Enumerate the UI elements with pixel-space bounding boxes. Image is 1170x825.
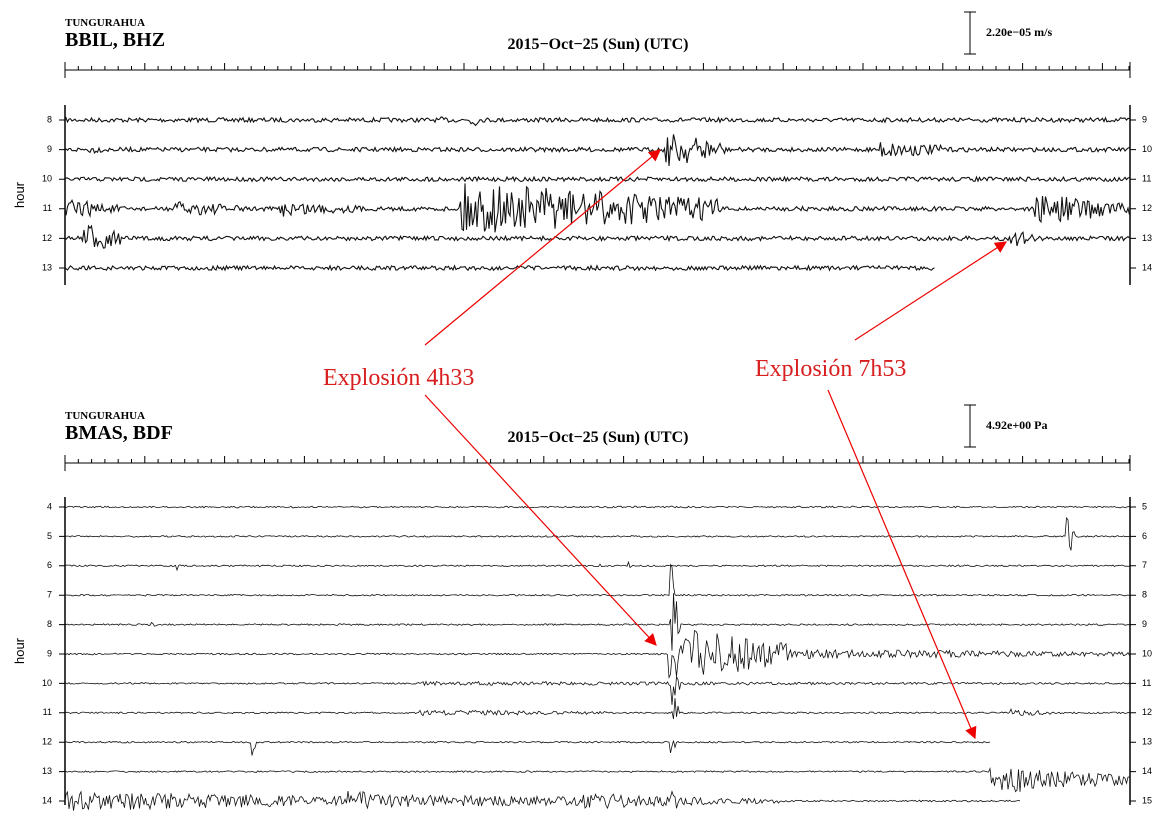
scale-bar: [964, 404, 976, 448]
waveform: [64, 183, 1131, 233]
hour-label: 6: [1142, 531, 1147, 541]
hour-label: 11: [1142, 174, 1151, 184]
waveform: [64, 790, 1021, 811]
scale-bar: [964, 11, 976, 55]
hour-label: 9: [1142, 619, 1147, 629]
hour-label: 15: [1142, 795, 1152, 805]
channel-code: BMAS, BDF: [65, 422, 173, 444]
hour-label: 4: [47, 501, 52, 511]
waveform: [64, 563, 1130, 597]
annotation: Explosión 7h53: [755, 356, 906, 382]
hour-label: 8: [47, 114, 52, 124]
hour-label: 11: [1142, 678, 1151, 688]
waveform: [64, 740, 991, 756]
arrow: [827, 389, 977, 740]
arrow: [424, 149, 661, 346]
hour-label: 11: [43, 203, 52, 213]
hour-label: 13: [1142, 233, 1152, 243]
waveform: [64, 698, 1130, 720]
time-axis: [64, 455, 1131, 471]
waveform: [64, 629, 1130, 680]
hour-label: 14: [1142, 262, 1152, 272]
hour-label: 14: [42, 795, 52, 805]
waveform: [64, 116, 1130, 127]
scale-label: 4.92e+00 Pa: [986, 418, 1048, 432]
axis-label: hour: [12, 637, 27, 664]
hour-label: 9: [1142, 114, 1147, 124]
hour-label: 13: [42, 766, 52, 776]
hour-label: 12: [42, 233, 52, 243]
hour-label: 10: [1142, 648, 1152, 658]
hour-label: 5: [1142, 501, 1147, 511]
waveform: [64, 224, 1130, 249]
waveform: [64, 264, 935, 272]
hour-label: 14: [1142, 766, 1152, 776]
annotation: Explosión 4h33: [323, 365, 474, 391]
frame: [64, 497, 1131, 805]
hour-label: 12: [1142, 707, 1152, 717]
waveform: [64, 175, 1130, 183]
hour-label: 8: [1142, 590, 1147, 600]
axis-label: hour: [12, 181, 27, 208]
hour-label: 7: [47, 590, 52, 600]
hour-label: 13: [42, 262, 52, 272]
hour-label: 10: [42, 678, 52, 688]
hour-label: 6: [47, 560, 52, 570]
waveform: [64, 505, 1130, 509]
hour-label: 10: [1142, 144, 1152, 154]
hour-label: 12: [42, 737, 52, 747]
frame: [64, 105, 1131, 285]
hour-label: 13: [1142, 737, 1152, 747]
waveform: [64, 516, 1130, 551]
time-axis: [64, 62, 1131, 78]
waveform: [64, 134, 1130, 167]
channel-code: BBIL, BHZ: [65, 29, 165, 51]
waveform: [65, 593, 1130, 651]
waveform: [64, 767, 1130, 793]
hour-label: 12: [1142, 203, 1152, 213]
hour-label: 9: [47, 144, 52, 154]
station-name: TUNGURAHUA: [65, 410, 145, 422]
hour-label: 10: [42, 174, 52, 184]
waveform: [64, 675, 1130, 705]
arrow: [854, 241, 1008, 341]
arrow: [424, 394, 657, 646]
hour-label: 7: [1142, 560, 1147, 570]
date-title: 2015−Oct−25 (Sun) (UTC): [508, 36, 689, 53]
station-name: TUNGURAHUA: [65, 17, 145, 29]
hour-label: 8: [47, 619, 52, 629]
hour-label: 9: [47, 648, 52, 658]
date-title: 2015−Oct−25 (Sun) (UTC): [508, 429, 689, 446]
waveform: [64, 560, 1130, 572]
hour-label: 11: [43, 707, 52, 717]
annotation-arrows: [424, 149, 1008, 740]
hour-label: 5: [47, 531, 52, 541]
scale-label: 2.20e−05 m/s: [986, 25, 1052, 39]
